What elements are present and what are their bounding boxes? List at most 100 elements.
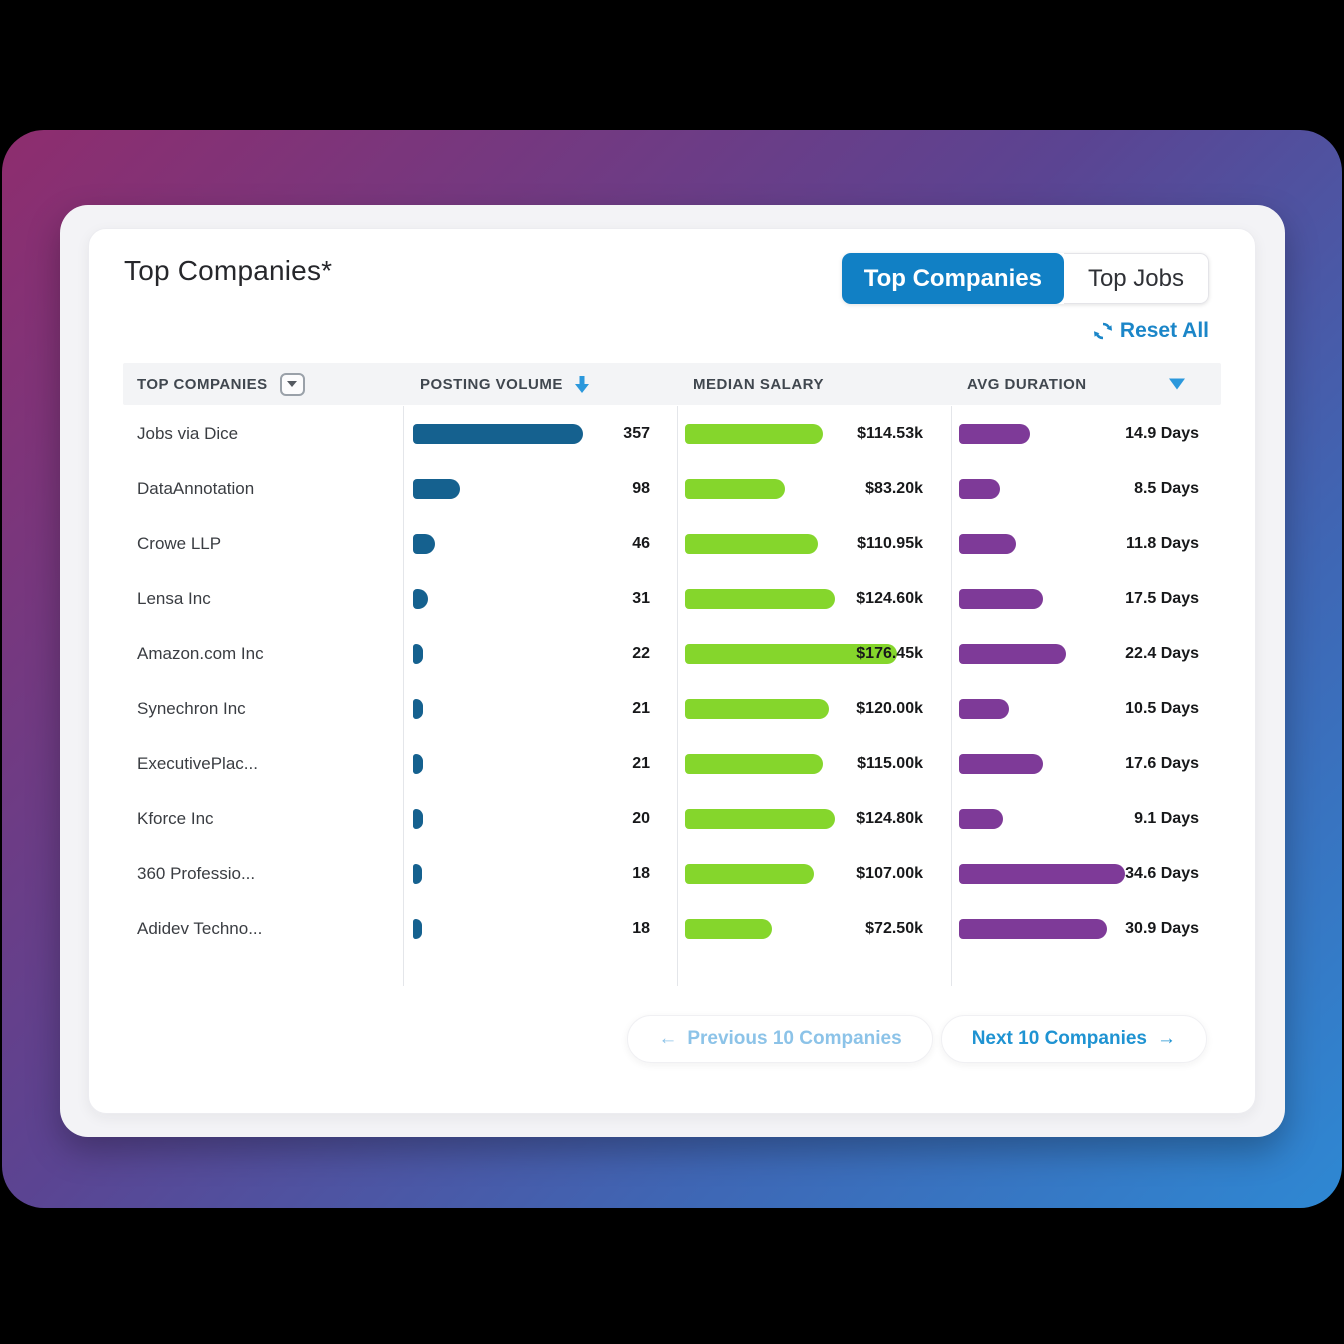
company-name: ExecutivePlac... [137,753,258,773]
table-row: Crowe LLP 46 $110.95k 11.8 Days [123,516,1221,571]
view-toggle: Top Companies Top Jobs [841,253,1209,304]
previous-page-button[interactable]: ← Previous 10 Companies [627,1015,933,1063]
salary-bar [685,808,835,829]
duration-value: 17.5 Days [1125,589,1199,607]
company-name: Lensa Inc [137,588,211,608]
salary-bar [685,698,830,719]
company-name: 360 Professio... [137,863,256,883]
col-header-volume: POSTING VOLUME [420,375,563,393]
cell-salary-cell: $107.00k [677,846,951,901]
column-divider [403,406,404,986]
cell-salary-cell: $83.20k [677,461,951,516]
cell-volume-cell: 18 [403,901,677,956]
salary-value: $114.53k [857,424,923,442]
dropdown-icon[interactable] [279,372,305,396]
cell-duration-cell: 17.6 Days [951,736,1221,791]
company-name: DataAnnotation [137,478,255,498]
col-header-duration: AVG DURATION [967,375,1087,393]
table-row: Lensa Inc 31 $124.60k 17.5 Days [123,571,1221,626]
volume-value: 20 [632,809,650,827]
cell-salary-cell: $115.00k [677,736,951,791]
duration-bar [959,698,1010,719]
cell-volume-cell: 31 [403,571,677,626]
duration-bar [959,533,1016,554]
salary-value: $83.20k [865,479,923,497]
column-divider [951,406,952,986]
cell-volume-cell: 357 [403,406,677,461]
volume-value: 22 [632,644,650,662]
cell-salary-cell: $124.60k [677,571,951,626]
volume-value: 46 [632,534,650,552]
sort-triangle-icon[interactable] [1169,378,1185,390]
reset-all-button[interactable]: Reset All [1093,319,1209,343]
sort-down-arrow-icon[interactable] [574,375,589,393]
salary-bar [685,588,835,609]
cell-salary-cell: $72.50k [677,901,951,956]
salary-value: $176.45k [856,644,923,662]
col-header-salary: MEDIAN SALARY [693,375,824,393]
salary-value: $124.80k [856,809,923,827]
salary-bar [685,918,773,939]
cell-duration-cell: 22.4 Days [951,626,1221,681]
tab-top-jobs[interactable]: Top Jobs [1063,253,1209,304]
volume-bar [413,808,423,829]
cell-salary-cell: $124.80k [677,791,951,846]
salary-bar [685,643,897,664]
duration-bar [959,478,1000,499]
salary-bar [685,863,814,884]
volume-value: 21 [632,754,650,772]
tab-top-companies[interactable]: Top Companies [841,253,1064,304]
volume-bar [413,918,422,939]
cell-duration-cell: 34.6 Days [951,846,1221,901]
volume-value: 18 [632,864,650,882]
volume-value: 18 [632,919,650,937]
volume-value: 98 [632,479,650,497]
cell-duration-cell: 14.9 Days [951,406,1221,461]
salary-value: $107.00k [856,864,923,882]
table-row: ExecutivePlac... 21 $115.00k 17.6 Days [123,736,1221,791]
duration-value: 10.5 Days [1125,699,1199,717]
cell-volume-cell: 46 [403,516,677,571]
table-row: Adidev Techno... 18 $72.50k 30.9 Days [123,901,1221,956]
page-title: Top Companies* [124,255,333,286]
duration-bar [959,808,1003,829]
volume-bar [413,753,423,774]
duration-value: 8.5 Days [1134,479,1199,497]
reset-all-label: Reset All [1119,319,1209,342]
salary-value: $120.00k [856,699,923,717]
duration-value: 22.4 Days [1125,644,1199,662]
arrow-left-icon: ← [658,1028,678,1049]
volume-value: 31 [632,589,650,607]
cell-salary-cell: $110.95k [677,516,951,571]
company-name: Synechron Inc [137,698,246,718]
company-name: Amazon.com Inc [137,643,264,663]
salary-bar [685,478,785,499]
volume-bar [413,423,583,444]
cell-duration-cell: 10.5 Days [951,681,1221,736]
table-row: Kforce Inc 20 $124.80k 9.1 Days [123,791,1221,846]
volume-value: 21 [632,699,650,717]
cell-volume-cell: 20 [403,791,677,846]
next-page-label: Next 10 Companies [971,1028,1147,1049]
cell-duration-cell: 30.9 Days [951,901,1221,956]
table-row: Jobs via Dice 357 $114.53k 14.9 Days [123,406,1221,461]
salary-value: $110.95k [857,534,923,552]
refresh-icon [1093,322,1112,340]
company-name: Jobs via Dice [137,423,239,443]
volume-bar [413,643,424,664]
volume-bar [413,478,460,499]
volume-bar [413,588,428,609]
cell-duration-cell: 17.5 Days [951,571,1221,626]
cell-salary-cell: $176.45k [677,626,951,681]
next-page-button[interactable]: Next 10 Companies → [940,1015,1207,1063]
cell-salary-cell: $114.53k [677,406,951,461]
cell-volume-cell: 21 [403,681,677,736]
column-divider [677,406,678,986]
duration-value: 17.6 Days [1125,754,1199,772]
pagination: ← Previous 10 Companies Next 10 Companie… [627,1015,1207,1063]
salary-value: $72.50k [865,919,923,937]
duration-bar [959,588,1043,609]
table-body: Jobs via Dice 357 $114.53k 14.9 Days DataAnn… [123,406,1221,956]
arrow-right-icon: → [1157,1028,1176,1049]
salary-value: $124.60k [856,589,923,607]
